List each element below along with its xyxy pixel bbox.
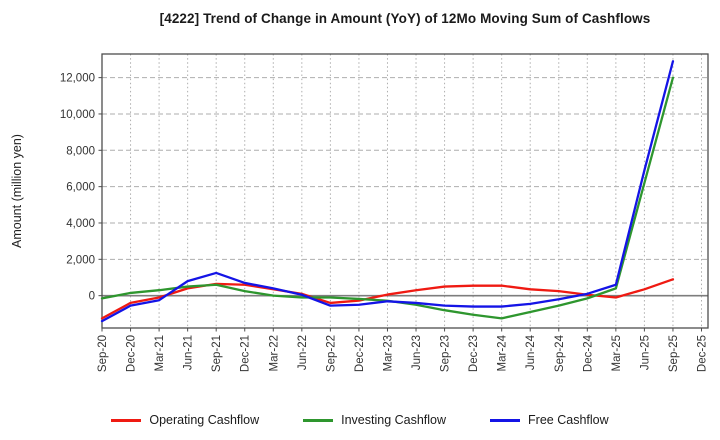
y-tick-label: 4,000 — [66, 218, 95, 230]
x-tick-label: Jun-21 — [183, 335, 195, 370]
x-tick-label: Sep-21 — [211, 335, 223, 372]
x-tick-label: Jun-24 — [525, 334, 537, 370]
legend-swatch-operating-line — [111, 418, 142, 422]
y-tick-label: 8,000 — [66, 145, 95, 157]
legend-label-free: Free Cashflow — [528, 413, 609, 427]
x-tick-label: Dec-21 — [240, 335, 252, 372]
x-tick-label: Sep-23 — [440, 335, 452, 372]
legend-item-operating-cashflow: Operating Cashflow — [111, 413, 259, 427]
x-tick-label: Dec-24 — [582, 334, 594, 372]
series-line-free-cashflow — [100, 60, 675, 323]
legend-item-free-cashflow: Free Cashflow — [490, 413, 609, 427]
x-tick-label: Dec-20 — [126, 335, 138, 372]
x-tick-label: Dec-25 — [697, 335, 709, 372]
legend: Operating Cashflow Investing Cashflow Fr… — [0, 406, 720, 434]
x-tick-label: Jun-25 — [639, 335, 651, 370]
x-tick-label: Sep-22 — [325, 335, 337, 372]
x-tick-label: Mar-25 — [611, 335, 623, 371]
x-tick-label: Mar-24 — [497, 334, 509, 371]
x-tick-label: Dec-22 — [354, 335, 366, 372]
x-tick-label: Sep-24 — [554, 334, 566, 372]
x-tick-label: Mar-23 — [382, 335, 394, 371]
x-tick-label: Dec-23 — [468, 335, 480, 372]
legend-swatch-free-line — [490, 418, 521, 422]
chart-title: [4222] Trend of Change in Amount (YoY) o… — [159, 11, 651, 26]
x-tick-label: Sep-25 — [668, 335, 680, 372]
x-tick-label: Mar-22 — [268, 335, 280, 371]
y-tick-label: 10,000 — [60, 109, 95, 121]
y-tick-label: 2,000 — [66, 254, 95, 266]
x-tick-label: Jun-23 — [411, 335, 423, 370]
x-tick-label: Mar-21 — [154, 335, 166, 371]
legend-swatch-investing-line — [303, 418, 334, 422]
x-tick-label: Jun-22 — [297, 335, 309, 370]
x-tick-label: Sep-20 — [97, 335, 109, 372]
legend-item-investing-cashflow: Investing Cashflow — [303, 413, 446, 427]
plot-border — [101, 53, 709, 329]
y-tick-label: 12,000 — [60, 73, 95, 85]
y-tick-label: 0 — [89, 291, 95, 303]
y-tick-label: 6,000 — [66, 182, 95, 194]
legend-label-operating: Operating Cashflow — [149, 413, 260, 427]
legend-label-investing: Investing Cashflow — [341, 413, 447, 427]
